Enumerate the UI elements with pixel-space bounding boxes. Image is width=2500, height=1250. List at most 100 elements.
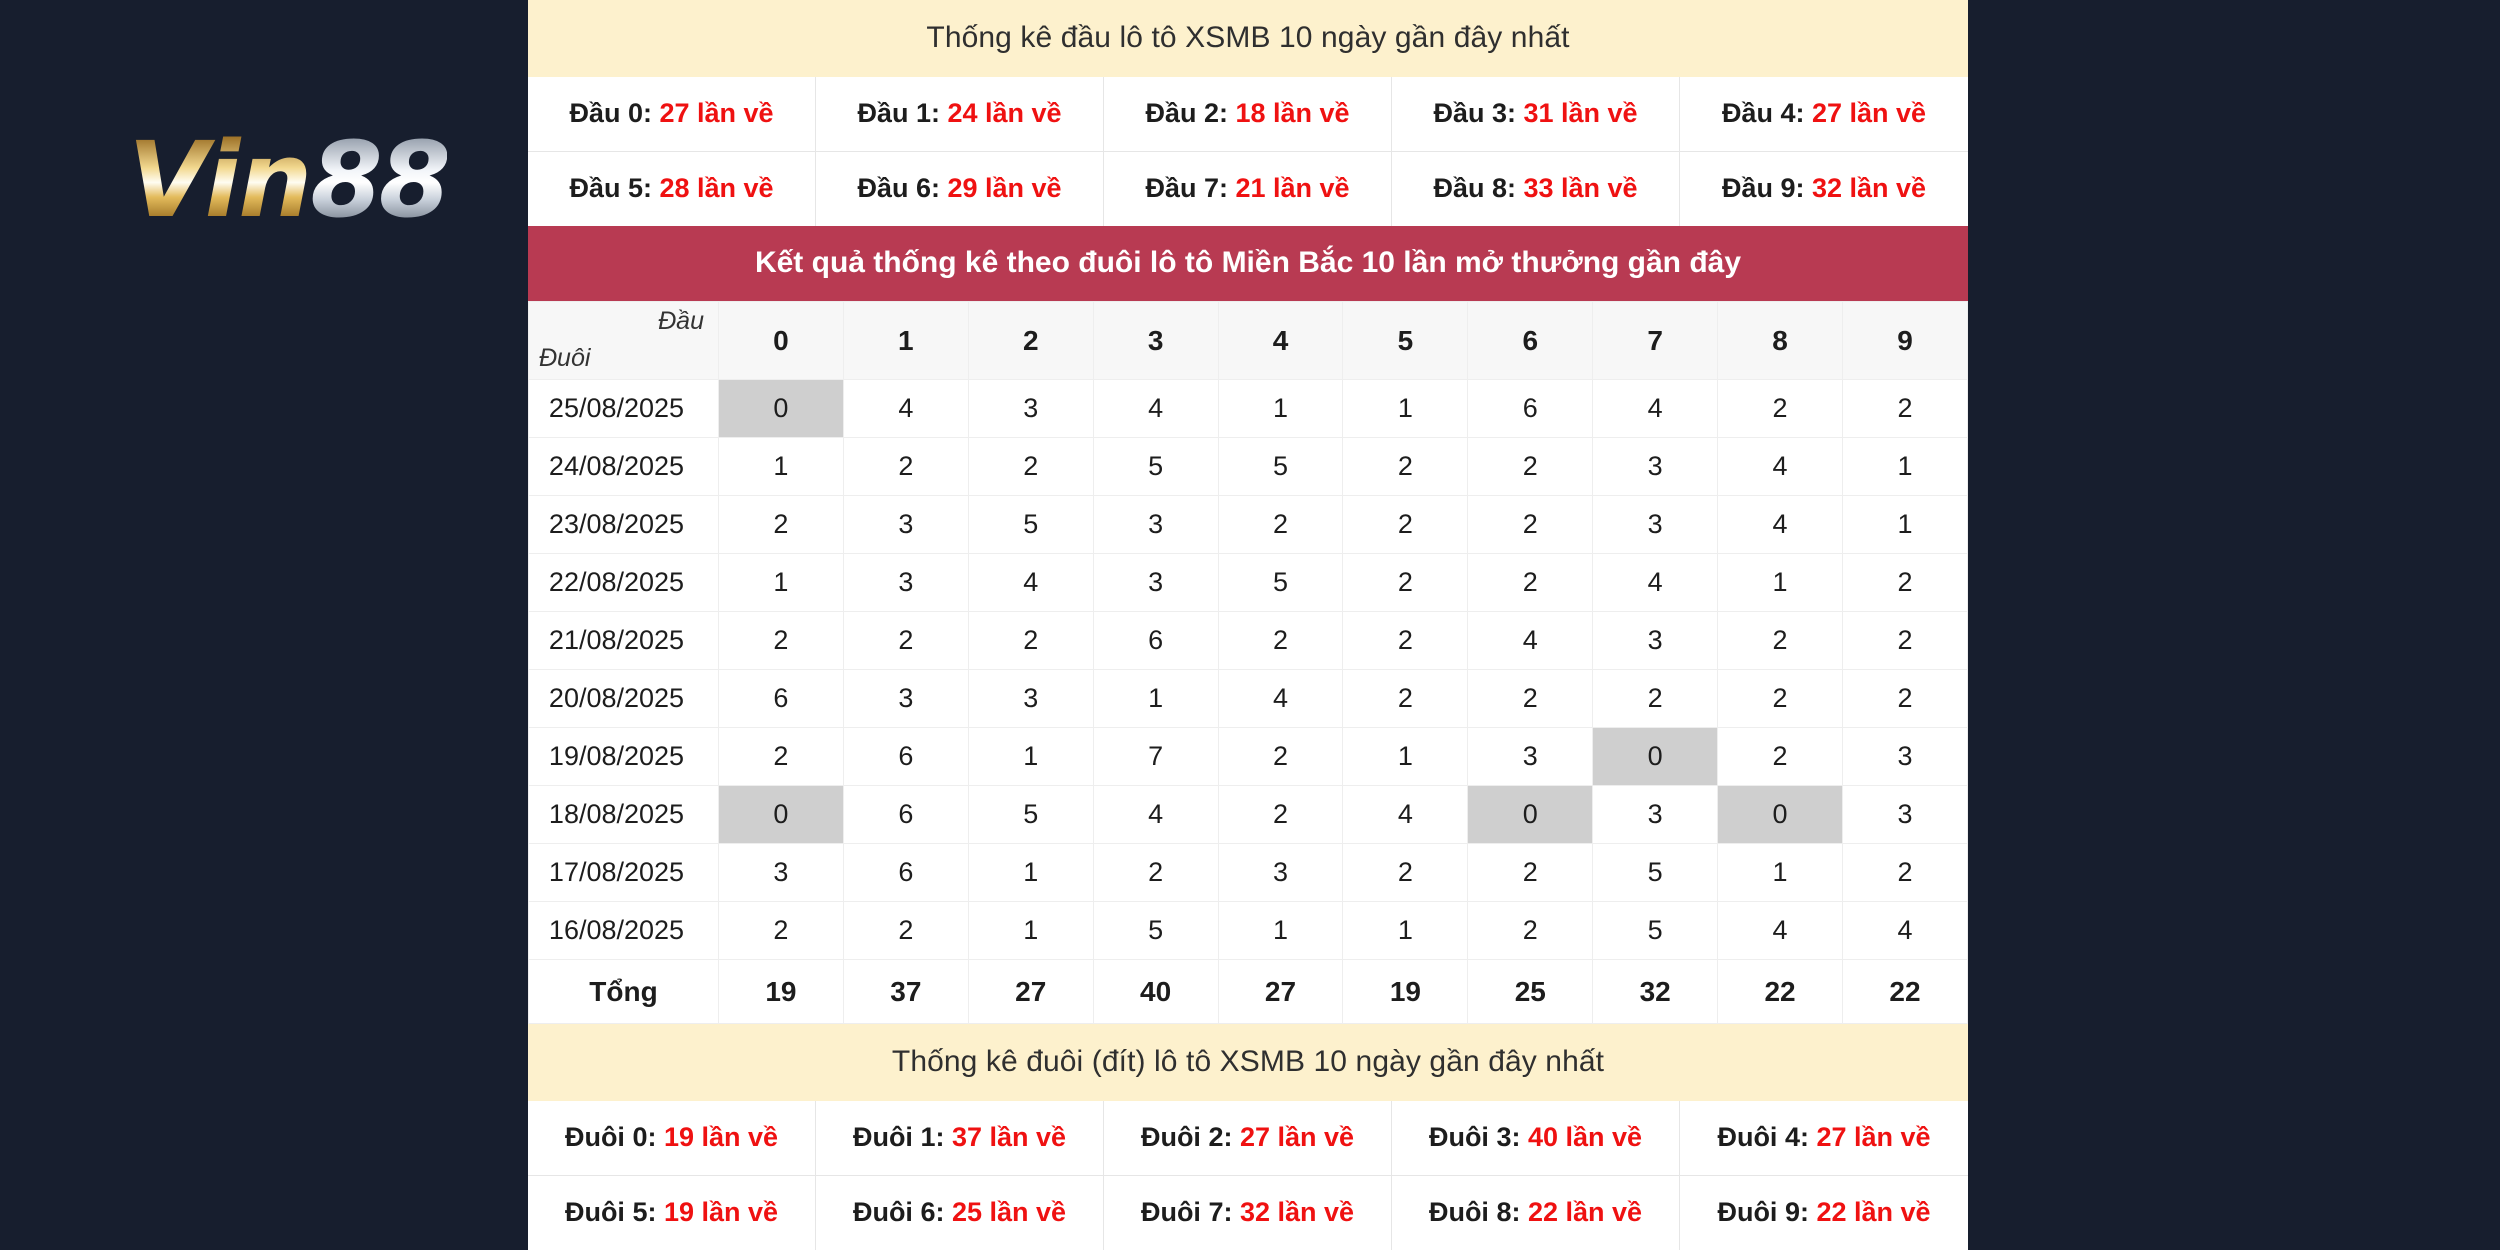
corner-label-rows: Đuôi [539,344,591,372]
matrix-cell: 1 [1342,379,1469,438]
site-logo[interactable]: Vin88 [128,128,451,232]
head-stat-cell[interactable]: Đầu 8: 33 lần về [1392,152,1680,226]
matrix-cell: 6 [842,843,969,902]
tail-stat-cell[interactable]: Đuôi 3: 40 lần về [1392,1101,1680,1176]
matrix-column-header[interactable]: 5 [1342,301,1469,380]
matrix-column-header[interactable]: 1 [842,301,969,380]
matrix-column-header[interactable]: 8 [1717,301,1844,380]
head-stat-cell[interactable]: Đầu 5: 28 lần về [528,152,816,226]
head-stats-grid-row-1: Đầu 0: 27 lần về Đầu 1: 24 lần về Đầu 2: 1… [528,77,1968,152]
head-stat-hits: 28 lần về [659,173,774,203]
matrix-cell: 4 [1592,379,1719,438]
matrix-cell: 2 [1342,553,1469,612]
matrix-cell: 1 [1342,727,1469,786]
matrix-cell: 1 [1842,495,1968,554]
matrix-total-cell: 37 [842,959,969,1024]
tail-stat-cell[interactable]: Đuôi 9: 22 lần về [1680,1176,1968,1250]
matrix-row-date[interactable]: 17/08/2025 [528,843,719,902]
matrix-cell: 2 [718,495,844,554]
matrix-cell: 2 [1342,611,1469,670]
matrix-cell: 1 [1842,437,1968,496]
matrix-column-header[interactable]: 0 [718,301,844,380]
matrix-row-date[interactable]: 22/08/2025 [528,553,719,612]
matrix-cell: 6 [718,669,844,728]
matrix-cell: 2 [1717,669,1844,728]
tail-stat-cell[interactable]: Đuôi 1: 37 lần về [816,1101,1104,1176]
matrix-cell: 2 [718,727,844,786]
tail-stat-cell[interactable]: Đuôi 0: 19 lần về [528,1101,816,1176]
matrix-cell: 7 [1092,727,1219,786]
matrix-cell: 2 [967,611,1094,670]
corner-label-columns: Đầu [658,307,704,335]
tail-stat-cell[interactable]: Đuôi 8: 22 lần về [1392,1176,1680,1250]
matrix-row-date[interactable]: 23/08/2025 [528,495,719,554]
matrix-cell: 1 [1717,553,1844,612]
matrix-row-date[interactable]: 21/08/2025 [528,611,719,670]
matrix-row: 16/08/2025 2 2 1 5 1 1 2 5 4 4 [528,901,1968,960]
matrix-cell: 6 [842,785,969,844]
head-stat-cell[interactable]: Đầu 9: 32 lần về [1680,152,1968,226]
head-stat-cell[interactable]: Đầu 7: 21 lần về [1104,152,1392,226]
matrix-row-date[interactable]: 24/08/2025 [528,437,719,496]
tail-stat-hits: 25 lần về [951,1197,1067,1227]
head-stat-label: Đầu 6: [857,173,948,203]
matrix-cell: 3 [842,669,969,728]
matrix-cell: 2 [1467,437,1594,496]
tail-stat-cell[interactable]: Đuôi 6: 25 lần về [816,1176,1104,1250]
matrix-cell: 1 [1092,669,1219,728]
matrix-column-header[interactable]: 3 [1092,301,1219,380]
tail-stat-hits: 40 lần về [1527,1122,1643,1152]
matrix-column-header[interactable]: 7 [1592,301,1719,380]
matrix-cell: 4 [1092,785,1219,844]
head-stat-label: Đầu 0: [569,98,660,128]
matrix-column-header[interactable]: 2 [967,301,1094,380]
head-stat-cell[interactable]: Đầu 0: 27 lần về [528,77,816,152]
tail-stat-label: Đuôi 5: [564,1197,664,1227]
matrix-cell: 4 [1092,379,1219,438]
head-stat-label: Đầu 3: [1433,98,1524,128]
matrix-cell: 2 [1217,727,1344,786]
head-stat-label: Đầu 5: [569,173,660,203]
head-stat-label: Đầu 4: [1721,98,1812,128]
content-column: Thống kê đầu lô tô XSMB 10 ngày gần đây … [528,0,1968,1250]
matrix-column-header[interactable]: 6 [1467,301,1594,380]
matrix-cell: 2 [842,611,969,670]
tail-stat-label: Đuôi 3: [1428,1122,1528,1152]
head-stat-cell[interactable]: Đầu 3: 31 lần về [1392,77,1680,152]
matrix-cell: 3 [1092,495,1219,554]
matrix-cell: 1 [1342,901,1469,960]
matrix-cell: 2 [842,901,969,960]
matrix-row-date[interactable]: 16/08/2025 [528,901,719,960]
logo-rail: Vin88 [0,0,528,1250]
head-stat-cell[interactable]: Đầu 2: 18 lần về [1104,77,1392,152]
matrix-cell: 5 [1217,437,1344,496]
tail-stat-cell[interactable]: Đuôi 4: 27 lần về [1680,1101,1968,1176]
tail-stat-hits: 22 lần về [1816,1197,1931,1227]
matrix-row: 20/08/2025 6 3 3 1 4 2 2 2 2 2 [528,669,1968,728]
head-stat-cell[interactable]: Đầu 4: 27 lần về [1680,77,1968,152]
matrix-row: 19/08/2025 2 6 1 7 2 1 3 0 2 3 [528,727,1968,786]
tail-stat-cell[interactable]: Đuôi 2: 27 lần về [1104,1101,1392,1176]
matrix-cell: 1 [967,843,1094,902]
matrix-row-date[interactable]: 25/08/2025 [528,379,719,438]
head-stat-label: Đầu 7: [1145,173,1236,203]
matrix-row-date[interactable]: 19/08/2025 [528,727,719,786]
matrix-cell: 3 [967,379,1094,438]
head-stat-cell[interactable]: Đầu 1: 24 lần về [816,77,1104,152]
tail-stat-label: Đuôi 7: [1140,1197,1240,1227]
matrix-column-header[interactable]: 9 [1842,301,1968,380]
head-stat-cell[interactable]: Đầu 6: 29 lần về [816,152,1104,226]
head-stat-hits: 27 lần về [659,98,774,128]
matrix-row-date[interactable]: 18/08/2025 [528,785,719,844]
matrix-cell: 1 [1717,843,1844,902]
matrix-column-header[interactable]: 4 [1217,301,1344,380]
matrix-cell: 4 [842,379,969,438]
tail-stat-cell[interactable]: Đuôi 5: 19 lần về [528,1176,816,1250]
matrix-cell: 2 [1467,553,1594,612]
tail-stat-cell[interactable]: Đuôi 7: 32 lần về [1104,1176,1392,1250]
matrix-cell: 2 [1217,495,1344,554]
matrix-row-date[interactable]: 20/08/2025 [528,669,719,728]
